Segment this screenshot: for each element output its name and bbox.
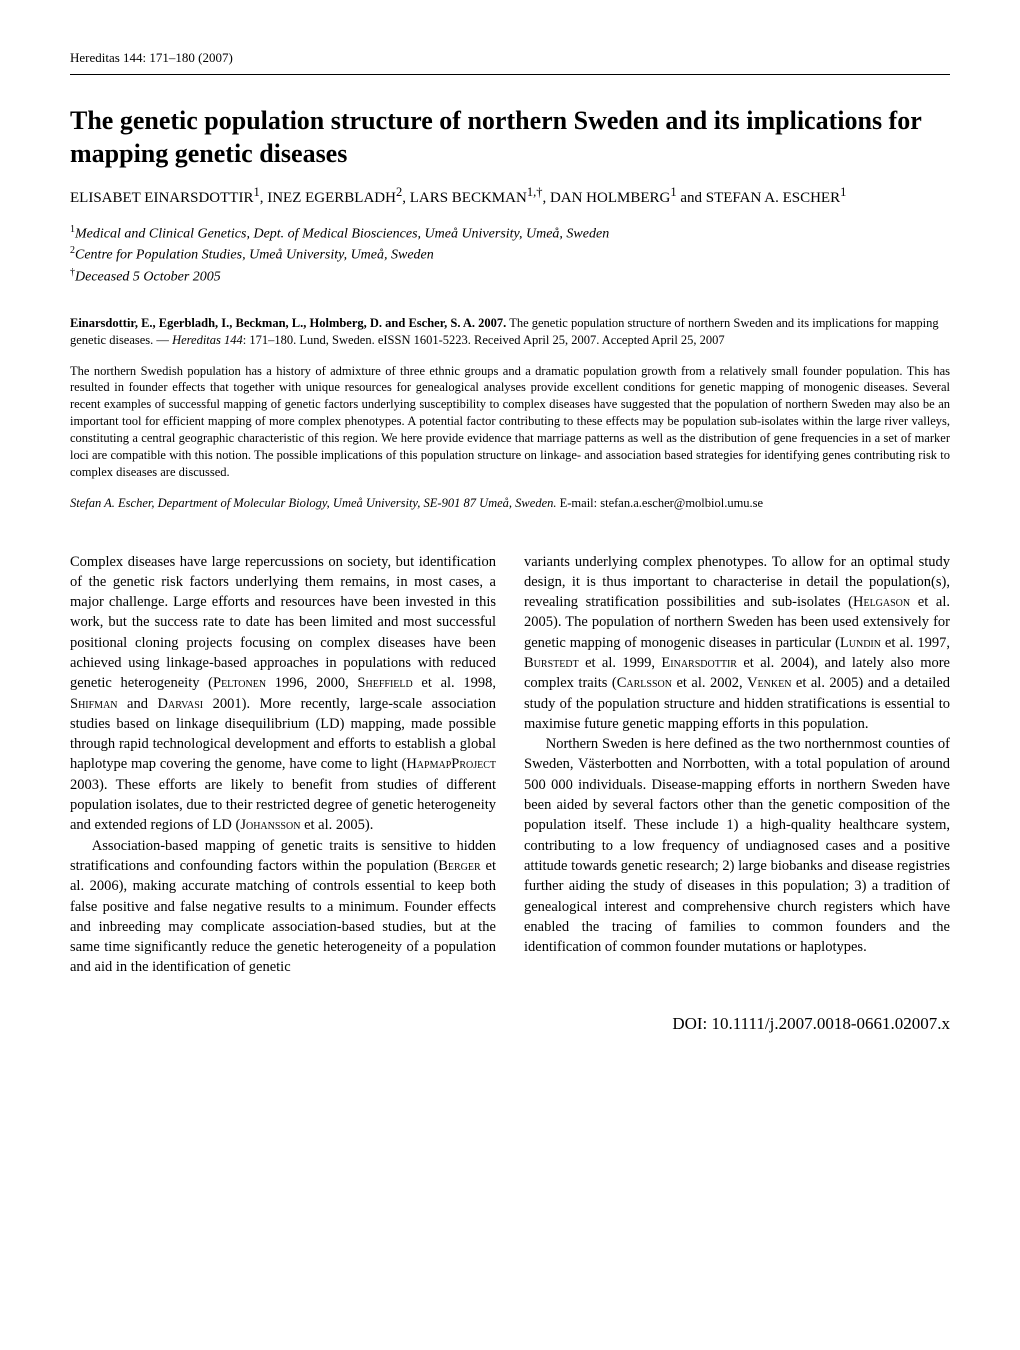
doi-footer: DOI: 10.1111/j.2007.0018-0661.02007.x — [70, 1014, 950, 1034]
body-paragraph: Northern Sweden is here defined as the t… — [524, 734, 950, 957]
body-paragraph: variants underlying complex phenotypes. … — [524, 552, 950, 735]
authors-line: ELISABET EINARSDOTTIR1, INEZ EGERBLADH2,… — [70, 184, 950, 209]
page-container: Hereditas 144: 171–180 (2007) The geneti… — [0, 0, 1020, 1084]
affiliation-line: 2Centre for Population Studies, Umeå Uni… — [70, 244, 950, 265]
left-column: Complex diseases have large repercussion… — [70, 552, 496, 978]
article-title: The genetic population structure of nort… — [70, 105, 950, 170]
abstract-citation-bold: Einarsdottir, E., Egerbladh, I., Beckman… — [70, 316, 506, 330]
affiliation-line: †Deceased 5 October 2005 — [70, 266, 950, 287]
abstract-text: The northern Swedish population has a hi… — [70, 363, 950, 481]
body-paragraph: Complex diseases have large repercussion… — [70, 552, 496, 836]
header-rule — [70, 74, 950, 75]
body-paragraph: Association-based mapping of genetic tra… — [70, 836, 496, 978]
right-column: variants underlying complex phenotypes. … — [524, 552, 950, 978]
abstract-citation: Einarsdottir, E., Egerbladh, I., Beckman… — [70, 315, 950, 349]
correspondence-address: Stefan A. Escher, Department of Molecula… — [70, 496, 557, 510]
correspondence: Stefan A. Escher, Department of Molecula… — [70, 495, 950, 512]
correspondence-email-label: E-mail: stefan.a.escher@molbiol.umu.se — [560, 496, 763, 510]
journal-header: Hereditas 144: 171–180 (2007) — [70, 50, 950, 66]
body-columns: Complex diseases have large repercussion… — [70, 552, 950, 978]
affiliation-line: 1Medical and Clinical Genetics, Dept. of… — [70, 223, 950, 244]
affiliations-block: 1Medical and Clinical Genetics, Dept. of… — [70, 223, 950, 287]
